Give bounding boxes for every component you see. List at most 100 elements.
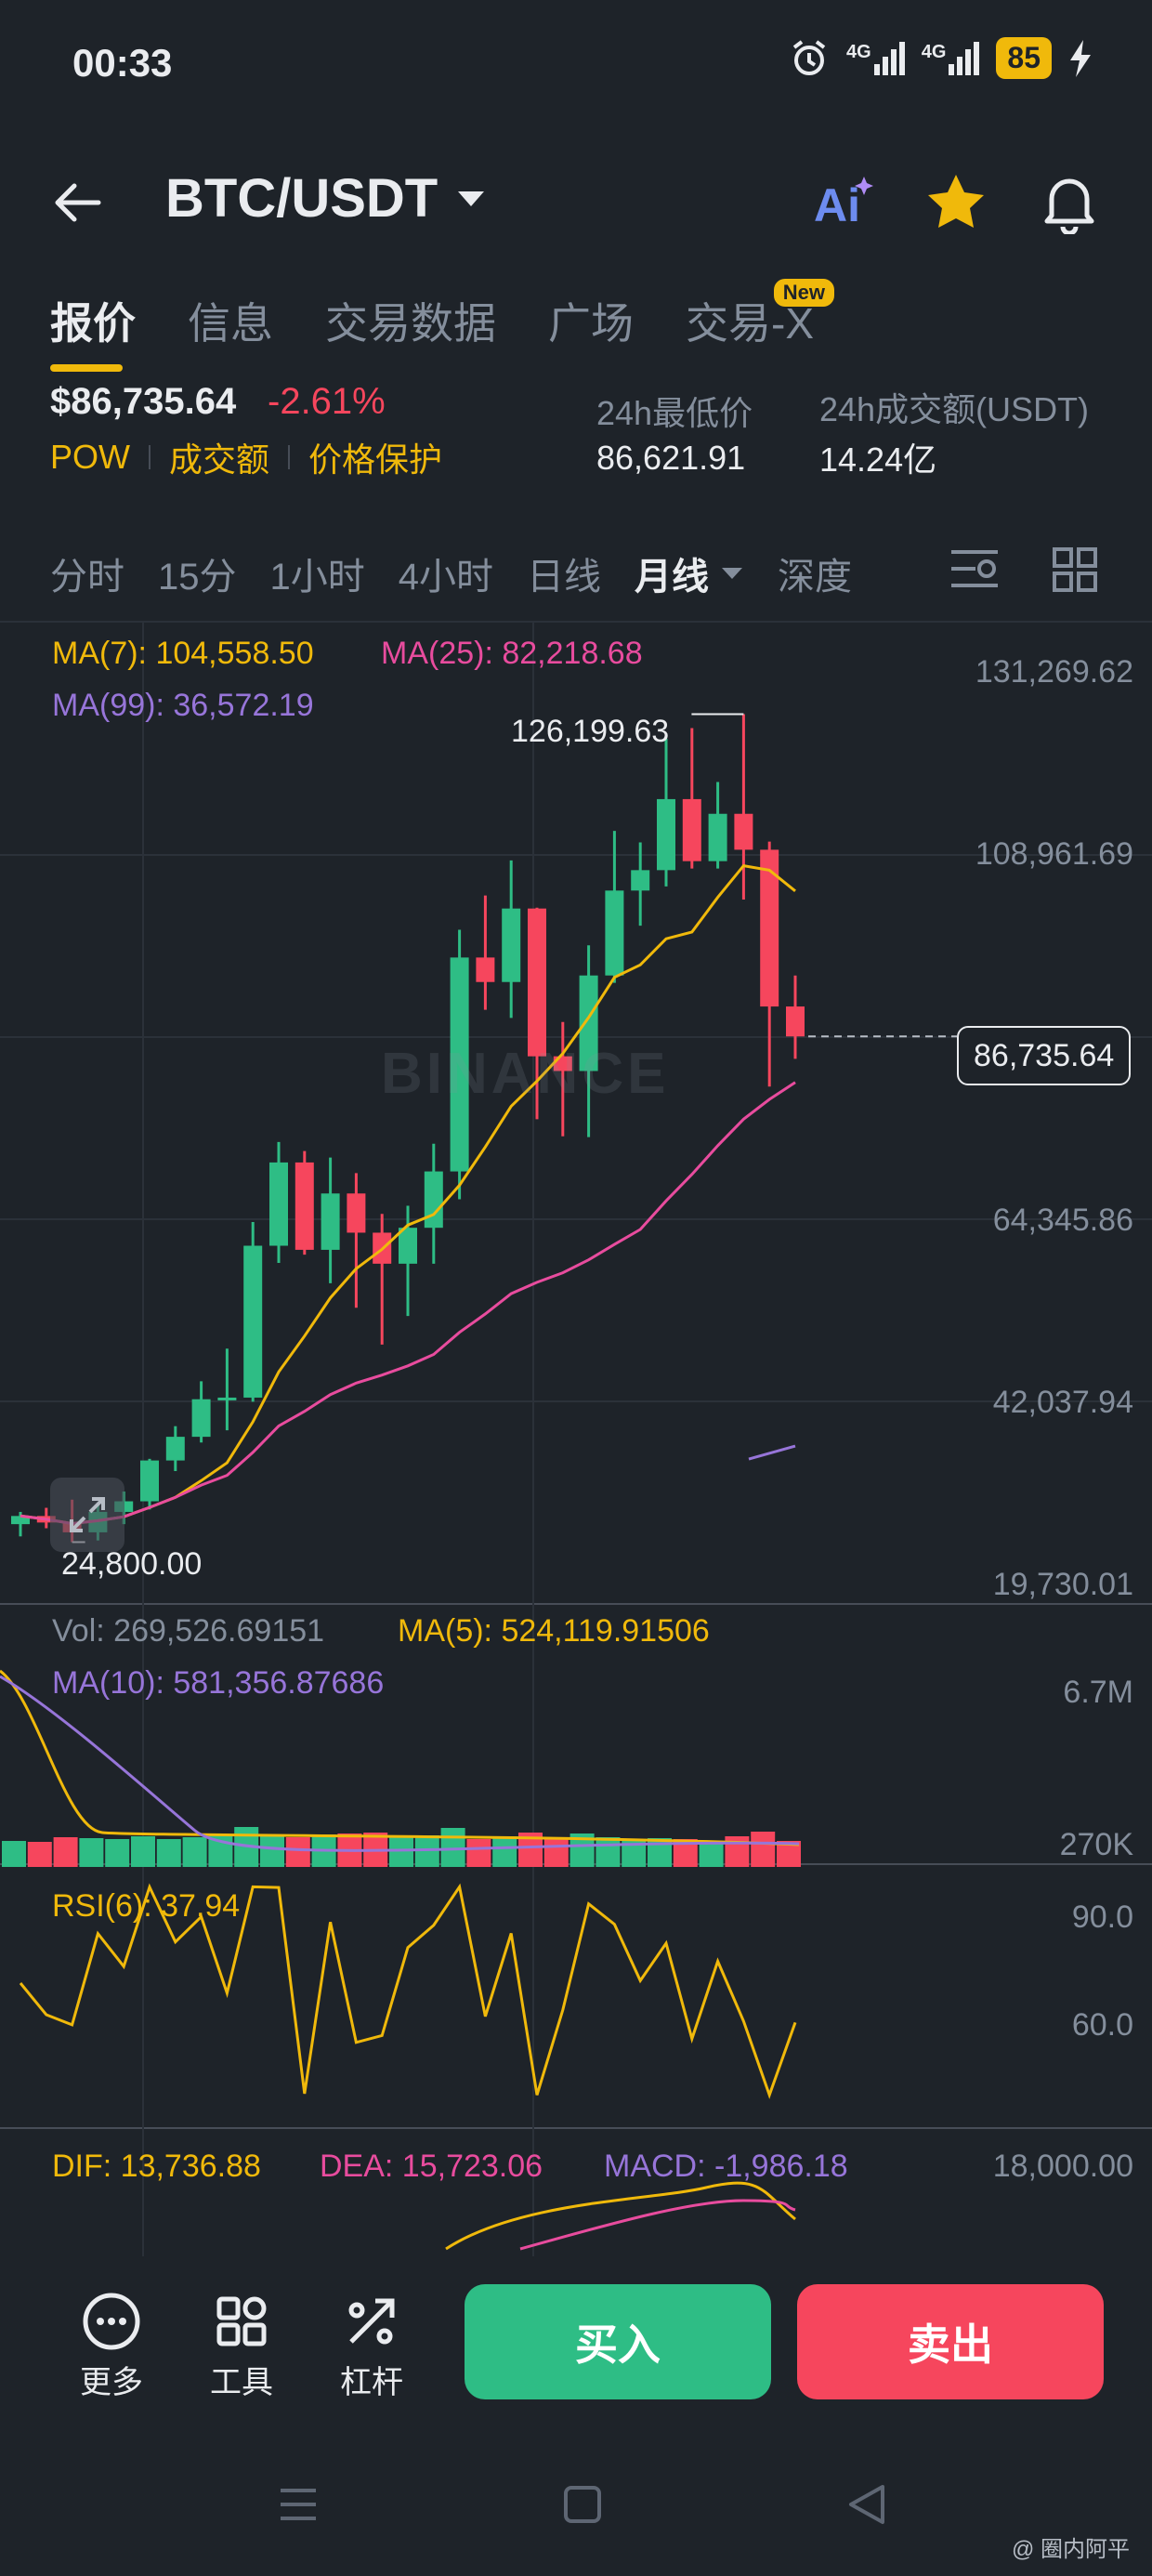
volume-bar (596, 1837, 621, 1867)
tag-turnover[interactable]: 成交额 (169, 440, 270, 479)
volume-ma5-label: MA(5): 524,119.91506 (398, 1613, 710, 1649)
charging-icon (1070, 39, 1091, 77)
candle-body (165, 1437, 185, 1461)
volume-axis-tick: 6.7M (1063, 1675, 1133, 1710)
ma25-line (20, 1081, 796, 1526)
macd-value-label: MACD: -1,986.18 (604, 2149, 848, 2184)
indicator-settings-icon[interactable] (949, 546, 1000, 591)
more-label: 更多 (80, 2365, 143, 2400)
leverage-button[interactable]: 杠杆 (340, 2292, 403, 2402)
ai-icon[interactable]: Ai (810, 169, 875, 234)
volume-bar (492, 1836, 517, 1867)
more-button[interactable]: 更多 (80, 2292, 143, 2402)
volume-bar (751, 1832, 776, 1867)
volume-label: Vol: 269,526.69151 (52, 1613, 325, 1649)
battery-level: 85 (996, 37, 1052, 79)
volume-bar (131, 1836, 155, 1867)
price-axis-tick: 131,269.62 (975, 654, 1133, 690)
candle-body (243, 1245, 263, 1398)
pair-selector[interactable]: BTC/USDT (165, 167, 486, 230)
interval-15m[interactable]: 15分 (158, 557, 237, 598)
candle-body (502, 908, 521, 982)
back-nav-icon[interactable] (845, 2483, 888, 2526)
back-arrow-icon[interactable] (50, 175, 106, 230)
favorite-star-icon[interactable] (923, 169, 988, 234)
rsi-axis-tick: 90.0 (1071, 1899, 1133, 1935)
volume-bar (260, 1835, 284, 1867)
candle-body (140, 1460, 159, 1502)
buy-button[interactable]: 买入 (465, 2284, 771, 2399)
ma99-line (748, 1444, 796, 1461)
interval-depth[interactable]: 深度 (778, 557, 852, 598)
svg-text:Ai: Ai (814, 179, 860, 231)
tab-info[interactable]: 信息 (188, 299, 273, 348)
volume-bar (79, 1838, 104, 1867)
caret-down-icon (458, 191, 485, 206)
volume-bar (414, 1835, 439, 1867)
ma7-label: MA(7): 104,558.50 (52, 636, 314, 671)
tools-button[interactable]: 工具 (210, 2292, 273, 2402)
home-icon[interactable] (561, 2483, 604, 2526)
bell-icon[interactable] (1037, 169, 1102, 234)
candle-body (450, 957, 469, 1172)
layout-grid-icon[interactable] (1052, 546, 1098, 593)
tag-pow[interactable]: POW (50, 438, 130, 476)
source-watermark: @ 圈内阿平 (1011, 2537, 1130, 2562)
low-24h-value: 86,621.91 (596, 439, 746, 477)
expand-icon (70, 1497, 105, 1532)
interval-time[interactable]: 分时 (50, 557, 124, 598)
tools-grid-icon (216, 2296, 267, 2346)
interval-1m[interactable]: 月线 (635, 546, 744, 600)
candle-body (682, 798, 701, 861)
caret-down-icon (722, 568, 742, 579)
sell-button[interactable]: 卖出 (797, 2284, 1104, 2399)
tab-trading-data[interactable]: 交易数据 (325, 299, 496, 348)
interval-1d[interactable]: 日线 (527, 557, 601, 598)
price-axis-tick: 108,961.69 (975, 836, 1133, 872)
vol-24h-value: 14.24亿 (819, 440, 937, 479)
volume-bar (27, 1842, 52, 1867)
tag-price-protect[interactable]: 价格保护 (308, 440, 443, 479)
expand-chart-button[interactable] (50, 1478, 124, 1552)
candle-body (321, 1193, 340, 1250)
rsi-line (19, 1883, 797, 2099)
candle-body (708, 813, 727, 861)
interval-1h[interactable]: 1小时 (269, 557, 365, 598)
recent-apps-icon[interactable] (277, 2483, 320, 2526)
volume-bar (105, 1839, 130, 1867)
candle-body (605, 890, 624, 976)
kline-chart[interactable] (0, 621, 1152, 2256)
tab-square[interactable]: 广场 (548, 299, 634, 348)
candle-body (217, 1397, 237, 1400)
tab-trade-x-label: 交易-X (686, 299, 814, 348)
candle-body (528, 908, 546, 1057)
macd-dea-label: DEA: 15,723.06 (320, 2149, 543, 2184)
volume-bar (2, 1841, 26, 1867)
price-change: -2.61% (268, 381, 386, 422)
interval-4h[interactable]: 4小时 (398, 557, 493, 598)
volume-ma5-line (0, 1669, 800, 1847)
status-icons: 4G 4G 85 (789, 37, 1093, 79)
pair-title: BTC/USDT (165, 168, 439, 229)
volume-bar (543, 1838, 569, 1867)
vol-24h-label: 24h成交额(USDT) (819, 390, 1090, 428)
alarm-icon (792, 39, 826, 75)
current-price-tag[interactable]: 86,735.64 (957, 1026, 1132, 1085)
macd-dif-label: DIF: 13,736.88 (52, 2149, 261, 2184)
low-marker-label: 24,800.00 (61, 1546, 203, 1582)
volume-bar (466, 1839, 491, 1867)
volume-bar (285, 1837, 310, 1867)
tab-quote[interactable]: 报价 (50, 290, 136, 372)
candle-body (786, 1006, 805, 1037)
tab-trade-x[interactable]: 交易-X New (686, 279, 834, 351)
leverage-label: 杠杆 (340, 2365, 403, 2400)
candle-body (631, 870, 650, 891)
signal-2-icon: 4G (922, 41, 980, 75)
status-time: 00:33 (72, 41, 173, 85)
candle-body (399, 1228, 417, 1264)
price-axis-tick: 19,730.01 (992, 1567, 1133, 1602)
volume-ma10-line (0, 1675, 800, 1852)
candle-body (760, 849, 779, 1007)
macd-axis-tick: 18,000.00 (992, 2149, 1133, 2184)
macd-dif-line (445, 2181, 796, 2251)
